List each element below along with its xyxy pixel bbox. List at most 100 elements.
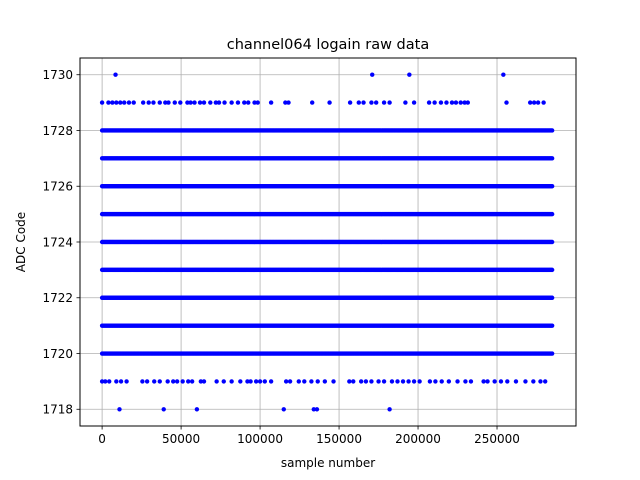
- data-point: [387, 100, 392, 105]
- data-point: [406, 379, 411, 384]
- data-point: [309, 379, 314, 384]
- y-tick-label: 1728: [42, 124, 73, 138]
- x-tick-label: 100000: [237, 432, 283, 446]
- data-point: [468, 379, 474, 384]
- chart-title: channel064 logain raw data: [227, 37, 429, 53]
- data-point: [110, 100, 115, 105]
- data-point: [417, 379, 422, 384]
- data-point: [492, 379, 497, 384]
- data-point: [314, 407, 320, 412]
- data-point: [113, 72, 118, 77]
- data-point: [541, 100, 546, 105]
- data-point: [117, 407, 122, 412]
- data-point: [444, 100, 449, 105]
- data-point: [549, 239, 555, 245]
- data-point: [99, 379, 105, 384]
- data-point: [403, 100, 408, 105]
- data-point: [262, 379, 268, 384]
- data-point: [146, 100, 151, 105]
- data-point: [351, 379, 356, 384]
- data-point: [485, 379, 490, 384]
- data-point: [283, 379, 289, 384]
- data-point: [549, 323, 555, 328]
- data-point: [302, 379, 307, 384]
- data-point: [201, 379, 207, 384]
- data-point: [161, 407, 166, 412]
- x-axis-label: sample number: [281, 456, 375, 470]
- data-point: [369, 100, 374, 105]
- data-point: [222, 100, 227, 105]
- data-point: [188, 100, 193, 105]
- data-point: [465, 100, 470, 105]
- data-point: [363, 379, 369, 384]
- data-point: [347, 100, 353, 105]
- data-point: [172, 100, 177, 105]
- data-point: [387, 407, 392, 412]
- x-tick-label: 0: [98, 432, 106, 446]
- data-point: [446, 379, 452, 384]
- data-point: [373, 100, 379, 105]
- data-point: [286, 100, 291, 105]
- data-point: [144, 379, 150, 384]
- data-point: [498, 379, 504, 384]
- data-point: [192, 100, 197, 105]
- data-point: [411, 100, 417, 105]
- data-point: [140, 100, 146, 105]
- data-point: [427, 379, 433, 384]
- data-point: [439, 379, 444, 384]
- data-point: [407, 72, 412, 77]
- data-point: [103, 379, 108, 384]
- data-point: [268, 100, 274, 105]
- data-point: [197, 100, 203, 105]
- y-tick-label: 1722: [42, 291, 73, 305]
- data-point: [376, 379, 381, 384]
- data-point: [257, 379, 263, 384]
- data-point: [245, 379, 250, 384]
- x-tick-label: 50000: [162, 432, 200, 446]
- y-tick-label: 1726: [42, 180, 73, 194]
- data-point: [255, 100, 260, 105]
- data-point: [433, 379, 438, 384]
- y-tick-label: 1718: [42, 403, 73, 417]
- data-point: [208, 100, 213, 105]
- data-point: [381, 379, 387, 384]
- data-point: [198, 379, 204, 384]
- data-point: [118, 100, 123, 105]
- data-point: [106, 100, 111, 105]
- data-point: [114, 100, 119, 105]
- data-point: [189, 379, 195, 384]
- data-point: [458, 100, 463, 105]
- data-point: [310, 100, 315, 105]
- data-point: [114, 379, 119, 384]
- data-point: [311, 407, 316, 412]
- data-point: [166, 100, 171, 105]
- data-point: [395, 379, 400, 384]
- data-point: [157, 100, 162, 105]
- data-point: [107, 379, 112, 384]
- data-point: [163, 100, 168, 105]
- data-point: [453, 100, 459, 105]
- data-point: [400, 379, 406, 384]
- data-point: [216, 100, 222, 105]
- data-point: [327, 100, 332, 105]
- data-point: [151, 100, 156, 105]
- data-point: [531, 100, 537, 105]
- data-point: [131, 100, 136, 105]
- data-point: [463, 379, 468, 384]
- data-point: [358, 379, 364, 384]
- data-point: [201, 100, 207, 105]
- data-point: [523, 379, 528, 384]
- axis-ticks: 0 50000 100000 150000 200000 250000 1718 1720 17…: [42, 68, 519, 446]
- data-point: [549, 351, 555, 356]
- data-point: [549, 211, 555, 217]
- data-point: [283, 100, 288, 105]
- data-point: [122, 100, 127, 105]
- data-point: [315, 379, 320, 384]
- data-point: [180, 379, 185, 384]
- data-point: [296, 379, 301, 384]
- data-point: [268, 379, 274, 384]
- data-point: [549, 295, 555, 300]
- data-point: [513, 379, 519, 384]
- data-point: [238, 379, 243, 384]
